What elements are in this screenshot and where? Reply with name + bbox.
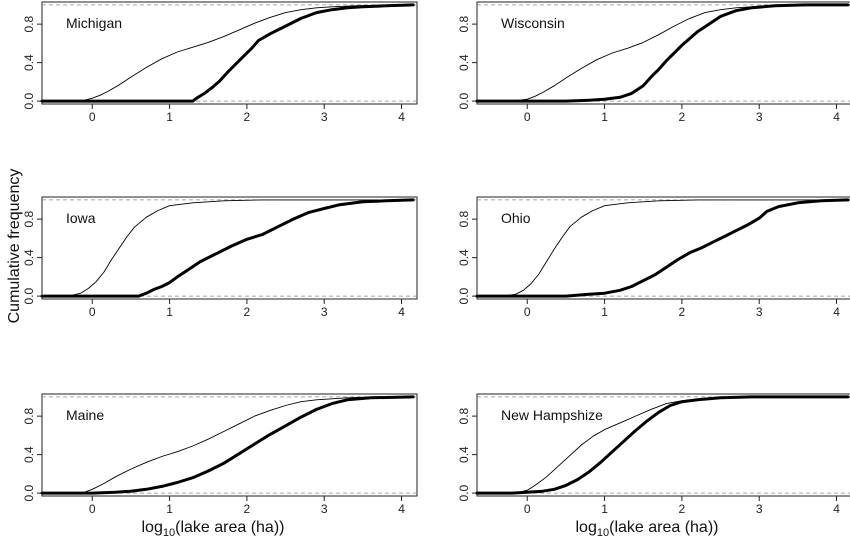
x-tick-label: 4 (833, 305, 840, 319)
y-tick-label: 0.0 (22, 287, 36, 304)
y-tick-label: 0.8 (22, 15, 36, 32)
x-tick-label: 2 (244, 305, 251, 319)
y-tick-label: 0.0 (457, 92, 471, 109)
x-tick-label: 3 (321, 502, 328, 516)
x-tick-label: 0 (524, 110, 531, 124)
y-tick-label: 0.0 (22, 92, 36, 109)
x-tick-label: 1 (166, 502, 173, 516)
series-thick-line (40, 198, 415, 298)
x-tick-label: 4 (398, 305, 405, 319)
x-tick-label: 3 (756, 502, 763, 516)
y-tick-label: 0.8 (457, 15, 471, 32)
y-tick-label: 0.4 (457, 54, 471, 71)
y-tick-label: 0.8 (457, 407, 471, 424)
panel-title: Maine (66, 407, 104, 423)
series-thick-line (40, 3, 415, 103)
x-tick-label: 0 (89, 502, 96, 516)
chart-panel: 0 1 2 3 4 0.0 0.4 0.8 New Hampshize (457, 393, 850, 516)
y-tick-label: 0.0 (22, 484, 36, 501)
chart-panel: 0 1 2 3 4 0.0 0.4 0.8 Ohio (457, 196, 850, 319)
x-tick-label: 3 (756, 305, 763, 319)
plot-frame (476, 1, 850, 105)
plot-frame (476, 393, 850, 497)
x-tick-label: 4 (398, 502, 405, 516)
y-tick-label: 0.4 (22, 446, 36, 463)
x-axis-title-left: log10(lake area (ha)) (142, 519, 285, 539)
x-tick-label: 1 (601, 305, 608, 319)
plot-frame (476, 196, 850, 300)
x-tick-label: 2 (679, 502, 686, 516)
plot-frame (41, 393, 418, 497)
panel-title: Iowa (66, 210, 96, 226)
x-tick-label: 3 (321, 305, 328, 319)
y-tick-label: 0.8 (457, 210, 471, 227)
x-tick-label: 0 (89, 305, 96, 319)
series-thin-line (41, 396, 414, 494)
x-tick-label: 2 (679, 305, 686, 319)
x-tick-label: 4 (833, 110, 840, 124)
series-thick-line (40, 395, 415, 495)
panels: 0 1 2 3 4 0.0 0.4 0.8 Michigan 0 1 2 3 4 0.0 0.4 0.8 Wisc… (22, 1, 850, 516)
y-tick-label: 0.8 (22, 407, 36, 424)
x-tick-label: 1 (601, 110, 608, 124)
y-tick-label: 0.4 (22, 54, 36, 71)
panel-title: Ohio (501, 210, 531, 226)
y-axis-title: Cumulative frequency (6, 169, 23, 324)
x-axis-title-right: log10(lake area (ha)) (576, 519, 719, 539)
x-tick-label: 2 (244, 110, 251, 124)
panel-title: Wisconsin (501, 15, 565, 31)
panel-title: New Hampshize (501, 407, 603, 423)
series-thick-line (475, 3, 850, 103)
y-tick-label: 0.4 (457, 446, 471, 463)
x-tick-label: 1 (166, 110, 173, 124)
y-tick-label: 0.0 (457, 287, 471, 304)
x-tick-label: 4 (833, 502, 840, 516)
x-tick-label: 2 (244, 502, 251, 516)
x-tick-label: 3 (756, 110, 763, 124)
series-thin-line (480, 4, 849, 102)
series-thin-line (45, 4, 414, 102)
x-tick-label: 2 (679, 110, 686, 124)
series-thin-line (476, 199, 849, 297)
series-thick-line (475, 198, 850, 298)
x-tick-label: 3 (321, 110, 328, 124)
y-tick-label: 0.4 (457, 249, 471, 266)
y-tick-label: 0.8 (22, 210, 36, 227)
x-tick-label: 1 (166, 305, 173, 319)
series-thin-line (41, 199, 414, 297)
x-tick-label: 4 (398, 110, 405, 124)
chart-panel: 0 1 2 3 4 0.0 0.4 0.8 Maine (22, 393, 418, 516)
chart-panel: 0 1 2 3 4 0.0 0.4 0.8 Iowa (22, 196, 418, 319)
x-tick-label: 1 (601, 502, 608, 516)
plot-frame (41, 1, 418, 105)
chart-panel: 0 1 2 3 4 0.0 0.4 0.8 Wisconsin (457, 1, 850, 124)
y-tick-label: 0.4 (22, 249, 36, 266)
chart-panel: 0 1 2 3 4 0.0 0.4 0.8 Michigan (22, 1, 418, 124)
series-thick-line (475, 395, 850, 495)
x-tick-label: 0 (89, 110, 96, 124)
y-tick-label: 0.0 (457, 484, 471, 501)
panel-title: Michigan (66, 15, 122, 31)
x-tick-label: 0 (524, 305, 531, 319)
x-tick-label: 0 (524, 502, 531, 516)
plot-frame (41, 196, 418, 300)
